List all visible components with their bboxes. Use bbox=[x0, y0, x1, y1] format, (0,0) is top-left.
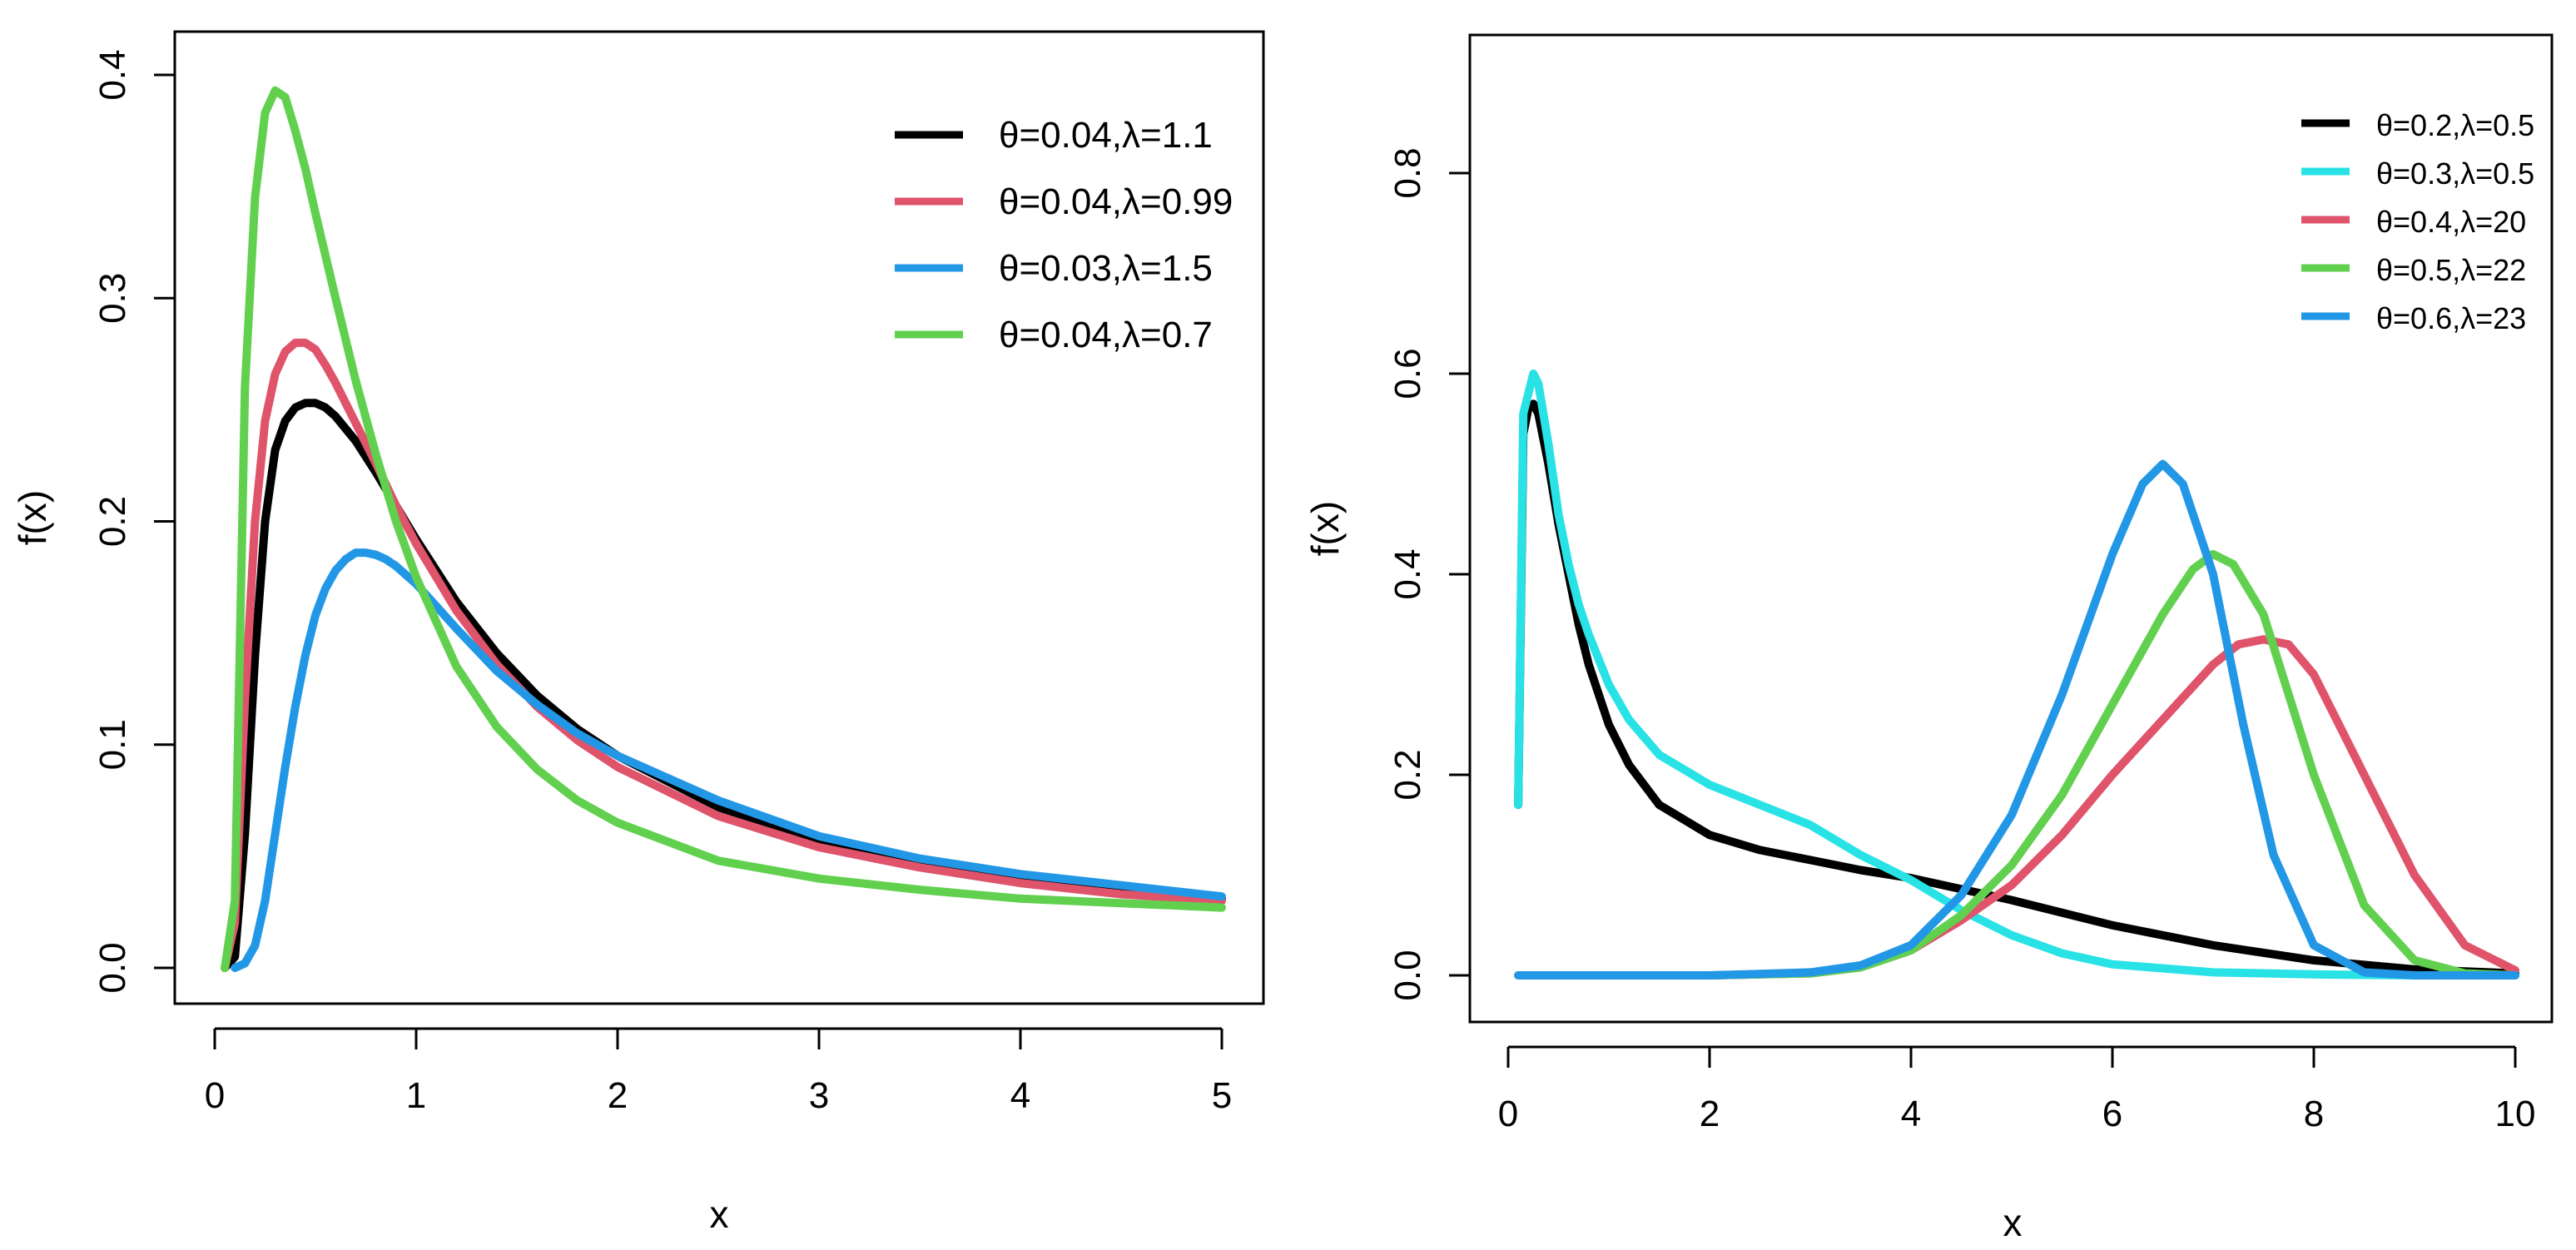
left-y-tick-label: 0.4 bbox=[92, 49, 133, 100]
left-legend-label-2: θ=0.03,λ=1.5 bbox=[999, 248, 1213, 289]
left-x-tick-label: 5 bbox=[1212, 1075, 1232, 1116]
right-y-tick-label: 0.0 bbox=[1387, 950, 1428, 1000]
left-y-axis: 0.0 0.1 0.2 0.3 0.4 bbox=[92, 49, 176, 994]
right-x-tick-label: 2 bbox=[1700, 1094, 1720, 1134]
left-x-axis-title: x bbox=[710, 1193, 729, 1236]
left-series-line-3 bbox=[221, 86, 1226, 972]
left-x-axis: 0 1 2 3 4 5 bbox=[205, 1027, 1232, 1116]
right-y-axis: 0.0 0.2 0.4 0.6 0.8 bbox=[1387, 147, 1472, 1001]
right-y-tick-label: 0.2 bbox=[1387, 749, 1428, 800]
left-y-tick-label: 0.1 bbox=[92, 719, 133, 770]
right-series-line-1 bbox=[1514, 370, 2519, 980]
right-y-tick-label: 0.8 bbox=[1387, 147, 1428, 198]
right-legend-label-4: θ=0.6,λ=23 bbox=[2376, 301, 2526, 335]
left-y-tick-label: 0.2 bbox=[92, 496, 133, 547]
left-x-tick-label: 4 bbox=[1010, 1075, 1030, 1116]
right-x-axis-title: x bbox=[2003, 1201, 2023, 1244]
right-y-tick-label: 0.6 bbox=[1387, 348, 1428, 399]
left-legend-label-0: θ=0.04,λ=1.1 bbox=[999, 115, 1213, 156]
right-x-tick-label: 6 bbox=[2102, 1094, 2122, 1134]
left-x-tick-label: 1 bbox=[406, 1075, 426, 1116]
left-x-tick-label: 0 bbox=[205, 1075, 225, 1116]
right-legend-label-2: θ=0.4,λ=20 bbox=[2376, 205, 2526, 239]
right-series-line-0 bbox=[1514, 399, 2519, 978]
right-legend-label-0: θ=0.2,λ=0.5 bbox=[2376, 108, 2534, 142]
right-series-group bbox=[1514, 370, 2519, 980]
right-y-axis-title: f(x) bbox=[1303, 501, 1347, 556]
left-y-tick-label: 0.3 bbox=[92, 273, 133, 324]
right-y-tick-label: 0.4 bbox=[1387, 548, 1428, 599]
left-legend: θ=0.04,λ=1.1 θ=0.04,λ=0.99 θ=0.03,λ=1.5 θ=0… bbox=[895, 115, 1233, 355]
right-x-tick-label: 10 bbox=[2495, 1094, 2536, 1134]
right-x-axis: 0 2 4 6 8 10 bbox=[1498, 1045, 2536, 1134]
left-legend-label-3: θ=0.04,λ=0.7 bbox=[999, 315, 1213, 355]
right-x-tick-label: 8 bbox=[2304, 1094, 2324, 1134]
right-legend-label-3: θ=0.5,λ=22 bbox=[2376, 253, 2526, 287]
right-series-line-4 bbox=[1514, 459, 2519, 980]
left-y-tick-label: 0.0 bbox=[92, 942, 133, 993]
left-y-axis-title: f(x) bbox=[11, 490, 54, 545]
left-legend-label-1: θ=0.04,λ=0.99 bbox=[999, 181, 1233, 222]
left-series-group bbox=[221, 86, 1226, 972]
right-legend: θ=0.2,λ=0.5 θ=0.3,λ=0.5 θ=0.4,λ=20 θ=0.5,λ=… bbox=[2301, 108, 2534, 335]
right-chart-panel: 0 2 4 6 8 10 0.0 0.2 0.4 0.6 0.8 x f(x) θ=0.2,λ=0… bbox=[1303, 33, 2554, 1244]
right-legend-label-1: θ=0.3,λ=0.5 bbox=[2376, 156, 2534, 191]
left-x-tick-label: 2 bbox=[608, 1075, 628, 1116]
left-x-tick-label: 3 bbox=[809, 1075, 829, 1116]
right-x-tick-label: 4 bbox=[1901, 1094, 1921, 1134]
left-chart-panel: 0 1 2 3 4 5 0.0 0.1 0.2 0.3 0.4 x f(x) θ=0.04,λ=1… bbox=[11, 30, 1265, 1236]
left-series-line-2 bbox=[231, 548, 1226, 972]
right-x-tick-label: 0 bbox=[1498, 1094, 1518, 1134]
